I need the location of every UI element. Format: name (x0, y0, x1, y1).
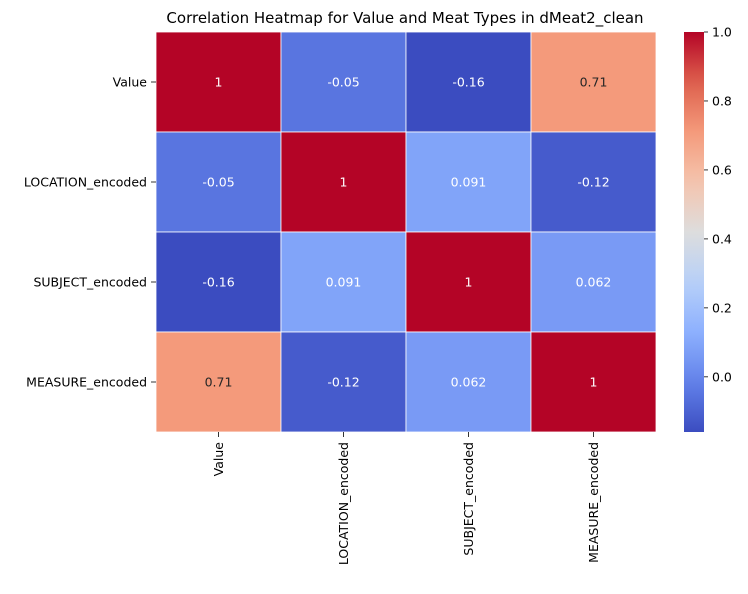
cell-value-label: -0.12 (327, 375, 359, 390)
cell-value-label: 0.71 (205, 375, 233, 390)
cell-value-label: 1 (215, 75, 223, 90)
colorbar: 1.0 0.8 0.6 0.4 0.2 0.0 (684, 25, 732, 432)
heatmap-cell (530, 31, 657, 133)
colorbar-tick-label: 0.6 (712, 162, 732, 177)
heatmap-cell (530, 331, 657, 433)
heatmap-cell (405, 331, 532, 433)
heatmap-cell (155, 31, 282, 133)
heatmap-cells: 1 -0.05 -0.16 0.71 -0.05 1 0.091 -0.12 -0.16 0.09… (155, 31, 657, 433)
heatmap-cell (530, 131, 657, 233)
colorbar-tick-label: 0.2 (712, 300, 732, 315)
chart-title: Correlation Heatmap for Value and Meat T… (166, 9, 643, 28)
cell-value-label: 0.062 (451, 375, 487, 390)
colorbar-tick-label: 0.4 (712, 231, 732, 246)
column-tick-label: SUBJECT_encoded (461, 442, 476, 556)
column-tick-labels: Value LOCATION_encoded SUBJECT_encoded MEAS… (211, 432, 601, 565)
row-tick-label: MEASURE_encoded (26, 375, 147, 390)
heatmap-cell (280, 31, 407, 133)
heatmap-cell (155, 331, 282, 433)
heatmap-cell (280, 331, 407, 433)
heatmap-cell (530, 231, 657, 333)
cell-value-label: -0.16 (202, 275, 234, 290)
row-tick-label: SUBJECT_encoded (33, 275, 147, 290)
cell-value-label: 1 (340, 175, 348, 190)
heatmap-cell (280, 131, 407, 233)
heatmap-cell (280, 231, 407, 333)
colorbar-tick-label: 1.0 (712, 25, 732, 40)
row-tick-label: LOCATION_encoded (24, 175, 147, 190)
row-tick-labels: Value LOCATION_encoded SUBJECT_encoded MEAS… (24, 75, 156, 390)
heatmap-cell (405, 31, 532, 133)
cell-value-label: 1 (590, 375, 598, 390)
colorbar-gradient (684, 32, 704, 432)
colorbar-tick-label: 0.0 (712, 369, 732, 384)
cell-value-label: -0.05 (327, 75, 359, 90)
cell-value-label: 1 (465, 275, 473, 290)
cell-value-label: -0.05 (202, 175, 234, 190)
cell-value-label: 0.091 (326, 275, 362, 290)
cell-value-label: -0.12 (577, 175, 609, 190)
column-tick-label: LOCATION_encoded (336, 442, 351, 565)
cell-value-label: 0.062 (576, 275, 612, 290)
heatmap-cell (155, 131, 282, 233)
column-tick-label: Value (211, 442, 226, 477)
column-tick-label: MEASURE_encoded (586, 442, 601, 563)
row-tick-label: Value (113, 75, 148, 90)
cell-value-label: 0.71 (580, 75, 608, 90)
cell-value-label: -0.16 (452, 75, 484, 90)
cell-value-label: 0.091 (451, 175, 487, 190)
colorbar-tick-label: 0.8 (712, 93, 732, 108)
